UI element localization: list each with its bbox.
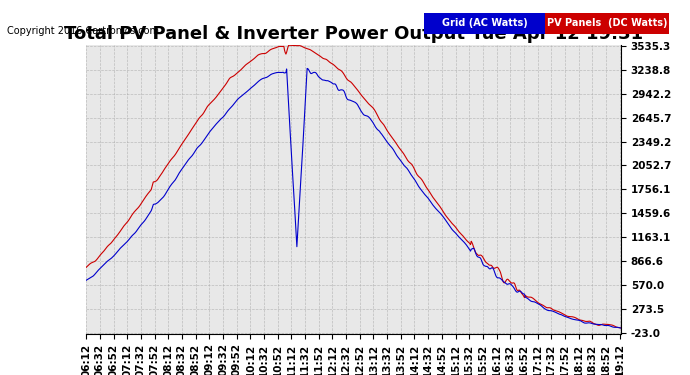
Text: Copyright 2016 Cartronics.com: Copyright 2016 Cartronics.com (7, 26, 159, 36)
Text: PV Panels  (DC Watts): PV Panels (DC Watts) (547, 18, 667, 28)
Text: Grid (AC Watts): Grid (AC Watts) (442, 18, 528, 28)
Title: Total PV Panel & Inverter Power Output Tue Apr 12 19:31: Total PV Panel & Inverter Power Output T… (64, 26, 643, 44)
